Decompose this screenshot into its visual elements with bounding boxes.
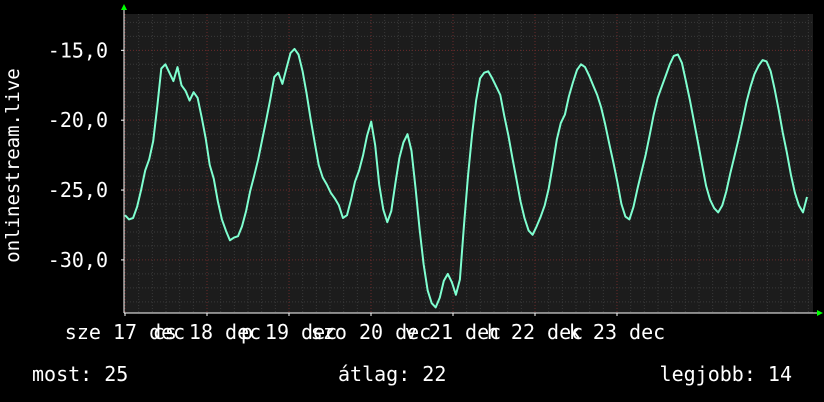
x-tick-label: v 21 dec	[405, 320, 501, 344]
axes	[121, 4, 823, 316]
series-line	[124, 47, 808, 309]
y-tick-label: -30,0	[48, 248, 108, 272]
chart: -15,0 -20,0 -25,0 -30,0 sze 17 dec cs 18 dec p…	[2, 4, 823, 344]
y-axis-label: onlinestream.live	[2, 68, 24, 262]
x-tick-label: p 19 dec	[241, 320, 337, 344]
current-value-stat: most: 25	[32, 362, 129, 386]
x-tick-label: cs 18 dec	[153, 320, 261, 344]
y-axis-arrow-icon	[121, 4, 127, 10]
y-tick-label: -20,0	[48, 108, 108, 132]
y-tick-label: -15,0	[48, 38, 108, 62]
y-tick-label: -25,0	[48, 178, 108, 202]
best-value-stat: legjobb: 14	[659, 362, 792, 386]
x-axis-arrow-icon	[817, 310, 823, 316]
x-tick-label: sze 17 dec	[65, 320, 185, 344]
x-tick-label: k 23 dec	[569, 320, 665, 344]
grid	[124, 14, 813, 313]
average-value-stat: átlag: 22	[338, 362, 447, 386]
x-tick-label: szo 20 dec	[311, 320, 431, 344]
x-tick-label: h 22 dec	[487, 320, 583, 344]
series-layer	[124, 47, 808, 309]
